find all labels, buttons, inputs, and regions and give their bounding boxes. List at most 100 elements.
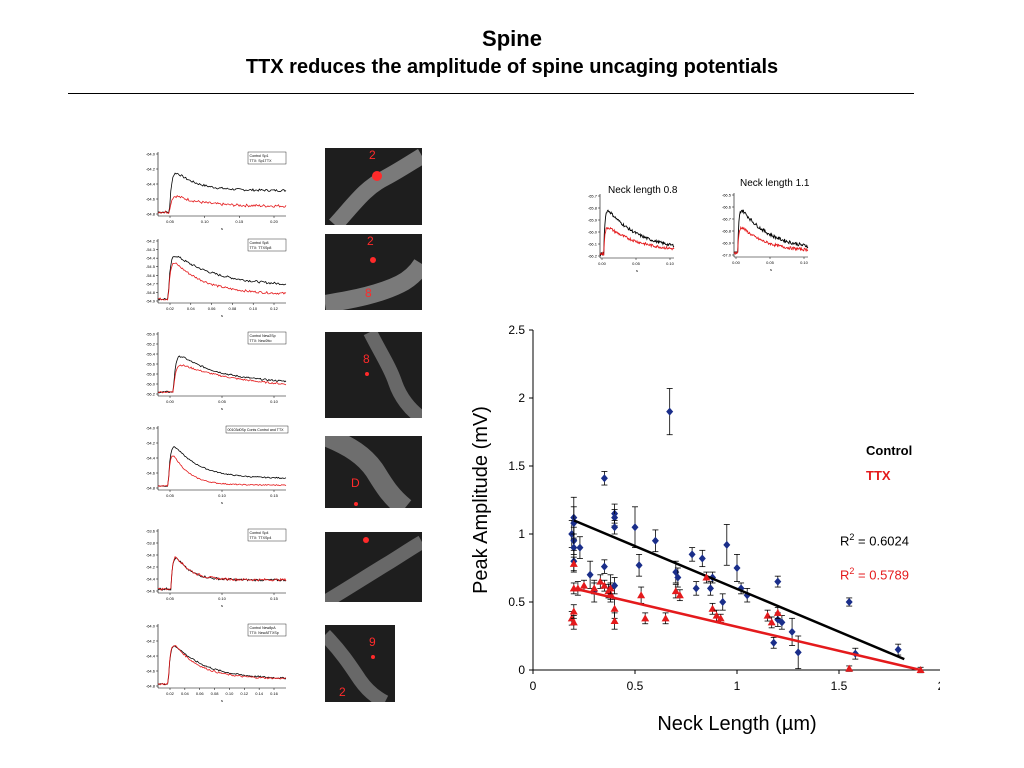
r2-control: R2 = 0.6024 bbox=[840, 532, 909, 549]
trace-legend-text: Control Sp4 bbox=[250, 531, 269, 535]
data-point-control bbox=[698, 554, 706, 563]
data-point-control bbox=[570, 543, 578, 552]
x-tick-label: 0.05 bbox=[218, 399, 227, 404]
data-point-ttx bbox=[600, 581, 609, 589]
x-tick-label: 0.14 bbox=[255, 691, 264, 696]
spine-micrograph: 9 2 bbox=[325, 625, 395, 702]
data-point-control bbox=[651, 536, 659, 545]
y-tick-label: -65.9 bbox=[588, 218, 598, 223]
fit-line-ttx bbox=[573, 587, 921, 672]
data-point-ttx bbox=[637, 591, 646, 599]
data-point-control bbox=[774, 577, 782, 586]
y-tick-label: -64.2 bbox=[146, 639, 156, 644]
trace-legend-text: Control Sp1 bbox=[250, 154, 269, 158]
y-tick-label: -53.6 bbox=[146, 529, 156, 534]
data-point-ttx bbox=[580, 581, 588, 589]
data-point-control bbox=[674, 573, 682, 582]
x-tick-label: 0 bbox=[530, 679, 537, 693]
y-tick-label: -66.5 bbox=[722, 193, 732, 198]
ttx-trace bbox=[157, 556, 287, 591]
inset-label: Neck length 0.8 µm bbox=[608, 185, 678, 196]
ttx-trace bbox=[158, 262, 287, 301]
y-tick-label: -66.0 bbox=[588, 230, 598, 235]
x-tick-label: 0.08 bbox=[211, 691, 220, 696]
y-tick-label: -55.8 bbox=[146, 372, 156, 377]
x-tick-label: 0.05 bbox=[166, 219, 175, 224]
data-point-ttx bbox=[767, 618, 776, 626]
x-axis-unit: s bbox=[770, 267, 772, 272]
data-point-ttx bbox=[773, 608, 782, 616]
y-tick-label: -64.8 bbox=[146, 212, 156, 217]
data-point-control bbox=[706, 584, 714, 593]
micrograph-label: 8 bbox=[363, 352, 370, 366]
trace-legend-box bbox=[247, 331, 287, 345]
y-axis-label: Peak Amplitude (mV) bbox=[470, 406, 492, 594]
x-tick-label: 0.15 bbox=[235, 219, 244, 224]
data-point-control bbox=[778, 618, 786, 627]
trace-legend-text: TTX: Sp1TTX bbox=[250, 159, 273, 163]
data-point-ttx bbox=[708, 604, 717, 612]
data-point-control bbox=[733, 564, 741, 572]
y-tick-label: -66.7 bbox=[722, 217, 732, 222]
y-tick-label: -66.6 bbox=[722, 205, 732, 210]
x-tick-label: 0.06 bbox=[208, 306, 217, 311]
y-tick-label: -54.4 bbox=[146, 456, 156, 461]
data-point-control bbox=[600, 474, 608, 483]
data-point-ttx bbox=[590, 584, 599, 592]
y-tick-label: -54.8 bbox=[146, 290, 156, 295]
trace-legend-box bbox=[247, 623, 287, 637]
x-tick-label: 0.00 bbox=[598, 261, 607, 266]
trace-legend-text: TTX: NewATTXSp bbox=[250, 631, 279, 635]
data-point-control bbox=[635, 561, 643, 570]
data-point-control bbox=[576, 543, 584, 552]
x-axis-unit: s bbox=[221, 406, 223, 411]
data-point-control bbox=[611, 523, 619, 532]
data-point-control bbox=[845, 598, 853, 606]
y-tick-label: -65.8 bbox=[588, 206, 598, 211]
page-subtitle: TTX reduces the amplitude of spine uncag… bbox=[245, 56, 779, 78]
page-title: Spine bbox=[482, 26, 542, 51]
title-divider bbox=[68, 93, 914, 94]
micrograph-label: 2 bbox=[367, 234, 374, 248]
data-point-ttx bbox=[569, 607, 578, 615]
x-axis-unit: s bbox=[221, 500, 223, 505]
y-tick-label: -54.7 bbox=[146, 281, 156, 286]
x-axis-unit: s bbox=[636, 268, 638, 273]
y-tick-label: -56.0 bbox=[146, 382, 156, 387]
data-point-control bbox=[692, 584, 700, 593]
x-axis-unit: s bbox=[221, 313, 223, 318]
data-point-ttx bbox=[606, 584, 615, 592]
y-tick-label: 0 bbox=[518, 663, 525, 677]
trace-legend-box bbox=[247, 528, 287, 542]
x-tick-label: 1 bbox=[734, 679, 741, 693]
data-point-control bbox=[688, 550, 696, 559]
y-tick-label: -64.6 bbox=[146, 197, 156, 202]
y-tick-label: -55.4 bbox=[146, 352, 156, 357]
x-tick-label: 0.10 bbox=[218, 596, 227, 601]
y-tick-label: 0.5 bbox=[508, 595, 525, 609]
legend-control: Control bbox=[866, 443, 913, 458]
trace-panel: -54.0 -54.2 -54.4 -54.6 -54.8 0.05 0.10 0.15 s 00… bbox=[146, 426, 289, 505]
inset-label: Neck length 1.1 µm bbox=[740, 178, 812, 189]
y-tick-label: -54.9 bbox=[146, 299, 156, 304]
x-tick-label: 0.05 bbox=[166, 493, 175, 498]
data-point-ttx bbox=[569, 618, 578, 626]
data-point-control bbox=[600, 562, 608, 571]
data-point-ttx bbox=[716, 614, 725, 622]
data-point-ttx bbox=[596, 577, 605, 585]
x-tick-label: 0.15 bbox=[270, 493, 279, 498]
data-point-control bbox=[770, 638, 778, 647]
y-tick-label: -54.4 bbox=[146, 256, 156, 261]
x-tick-label: 0.16 bbox=[270, 691, 279, 696]
x-axis-unit: s bbox=[221, 698, 223, 703]
y-tick-label: -54.4 bbox=[146, 577, 156, 582]
ttx-trace bbox=[158, 364, 287, 394]
trace-panel: -54.2 -54.3 -54.4 -54.5 -54.6 -54.7 -54.8 -54.9… bbox=[146, 239, 287, 318]
trace-legend-text: TTX: TTXSp8 bbox=[250, 246, 272, 250]
data-point-control bbox=[723, 540, 731, 549]
x-tick-label: 0.06 bbox=[196, 691, 205, 696]
y-tick-label: -54.2 bbox=[146, 239, 156, 244]
y-tick-label: 1 bbox=[518, 527, 525, 541]
inset-trace-left: Neck length 0.8 µm -65.7 -65.8 -65.9 -66.0 -6… bbox=[588, 185, 678, 273]
micrograph-label: 9 bbox=[369, 635, 376, 649]
